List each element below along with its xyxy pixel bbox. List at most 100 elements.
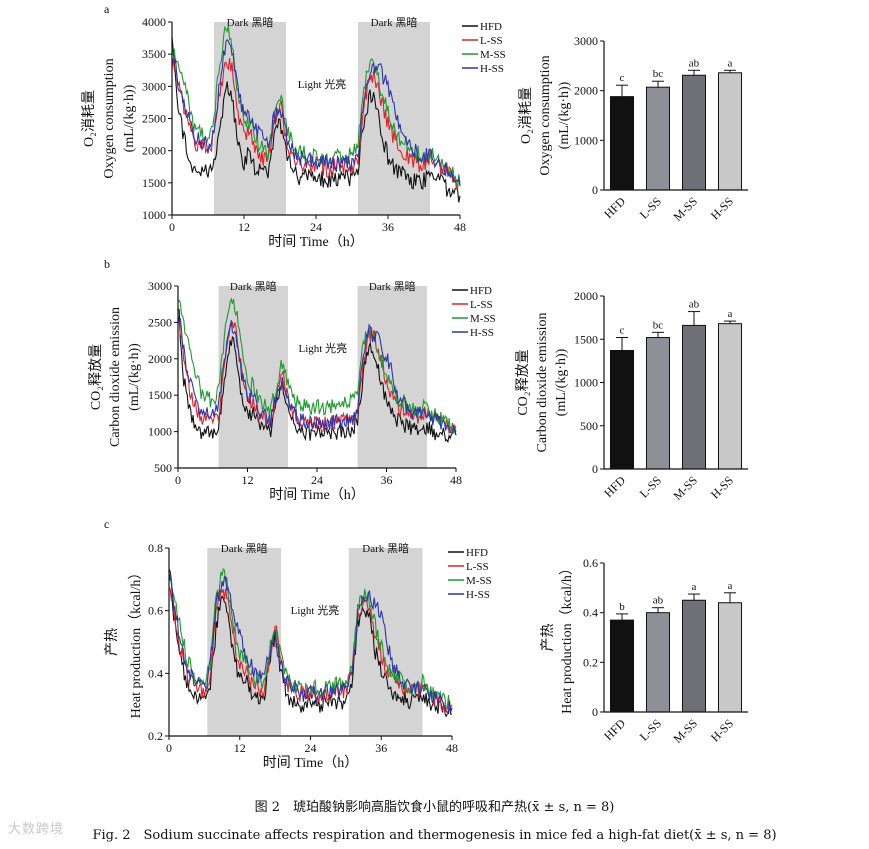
a-bar-y-label: (mL/(kg·h)) xyxy=(557,81,572,149)
a-bar-category-label: L-SS xyxy=(637,194,664,221)
b-bar-y-tick-label: 1000 xyxy=(574,376,598,390)
c-line-y-label: Heat production（kcal/h） xyxy=(128,566,144,719)
c-line-legend-label: M-SS xyxy=(466,575,492,587)
b-line-y-label: (mL/(kg·h)) xyxy=(127,343,142,411)
c-bar-category-label: HFD xyxy=(601,716,628,743)
a-bar-y-tick-label: 1000 xyxy=(574,133,598,147)
b-line-x-tick-label: 12 xyxy=(242,473,254,487)
c-bar-y-label: 产热 xyxy=(540,624,556,652)
c-bar-y-tick-label: 0.6 xyxy=(583,556,598,570)
b-bar-bar-l-ss xyxy=(645,337,671,470)
a-line-series-h-ss xyxy=(172,38,461,187)
b-line-dark-label: Dark 黑暗 xyxy=(230,279,277,293)
b-line-x-tick-label: 36 xyxy=(381,473,393,487)
b-line-y-tick-label: 500 xyxy=(154,461,172,475)
b-line-dark-region xyxy=(218,286,289,468)
a-bar-y-tick-label: 2000 xyxy=(574,84,598,98)
c-line-dark-label: Dark 黑暗 xyxy=(362,541,409,555)
a-bar-sig-letter: a xyxy=(728,57,733,69)
b-line-y-label: Carbon dioxide emission xyxy=(108,307,123,447)
b-bar-y-tick-label: 2000 xyxy=(574,289,598,303)
a-line-series-m-ss xyxy=(171,25,461,189)
c-line-dark-region xyxy=(207,548,282,736)
c-line-y-tick-label: 0.6 xyxy=(148,604,163,618)
b-line-y-tick-label: 2000 xyxy=(148,352,172,366)
b-line-series-m-ss xyxy=(177,297,457,435)
b-bar-y-tick-label: 500 xyxy=(580,419,598,433)
a-bar-y-tick-label: 3000 xyxy=(574,34,598,48)
c-bar-sig-letter: b xyxy=(619,601,625,613)
a-bar-sig-letter: c xyxy=(620,72,625,84)
b-bar-y-label: CO₂释放量 xyxy=(515,349,531,415)
a-line-y-tick-label: 1500 xyxy=(142,176,166,190)
c-bar-y-tick-label: 0.2 xyxy=(583,655,598,669)
b-bar-category-label: M-SS xyxy=(670,473,700,503)
b-bar-bar-h-ss xyxy=(717,323,743,470)
a-bar-bar-h-ss xyxy=(717,72,743,191)
a-bar-category-label: H-SS xyxy=(708,194,736,222)
a-line-x-label: 时间 Time（h） xyxy=(268,234,364,250)
b-line-x-label: 时间 Time（h） xyxy=(269,487,365,503)
b-line-legend-label: HFD xyxy=(470,285,492,297)
a-bar-y-label: Oxygen consumption xyxy=(538,55,553,175)
c-line-series-h-ss xyxy=(168,574,453,714)
a-line-chart: Dark 黑暗 Dark 黑暗 Light 光亮 1000 1500 2000 2500 30… xyxy=(81,15,506,250)
figure-caption-cn: 图 2 琥珀酸钠影响高脂饮食小鼠的呼吸和产热(x̄ ± s, n = 8) xyxy=(254,800,615,815)
a-line-y-tick-label: 1000 xyxy=(142,208,166,222)
c-line-y-tick-label: 0.8 xyxy=(148,541,163,555)
c-bar-bar-h-ss xyxy=(717,602,743,713)
a-line-y-label: (mL/(kg·h)) xyxy=(122,84,137,152)
a-bar-sig-letter: ab xyxy=(689,57,700,69)
c-line-legend-label: L-SS xyxy=(466,561,489,573)
a-line-y-label: Oxygen consumption xyxy=(102,58,117,178)
b-line-y-tick-label: 1500 xyxy=(148,388,172,402)
c-line-x-tick-label: 48 xyxy=(446,741,458,755)
c-line-y-tick-label: 0.2 xyxy=(148,729,163,743)
b-bar-category-label: L-SS xyxy=(637,473,664,500)
a-line-x-tick-label: 36 xyxy=(382,220,394,234)
b-bar-y-label: Carbon dioxide emission xyxy=(535,313,550,453)
a-line-dark-region xyxy=(358,22,430,215)
c-bar-bar-m-ss xyxy=(681,599,707,713)
c-line-x-tick-label: 12 xyxy=(234,741,246,755)
a-bar-bar-l-ss xyxy=(645,86,671,191)
c-line-x-tick-label: 36 xyxy=(375,741,387,755)
b-line-x-tick-label: 24 xyxy=(311,473,323,487)
b-line-legend-label: L-SS xyxy=(470,299,493,311)
a-bar-chart: c HFD bc L-SS ab M-SS a H-SS 0 1000 2000 3000 O₂消耗量 O… xyxy=(518,34,748,224)
a-line-y-tick-label: 3500 xyxy=(142,47,166,61)
b-line-y-label: CO₂释放量 xyxy=(88,344,104,410)
c-bar-y-tick-label: 0 xyxy=(592,705,598,719)
c-bar-sig-letter: a xyxy=(728,580,733,592)
b-bar-sig-letter: a xyxy=(728,308,733,320)
c-bar-y-tick-label: 0.4 xyxy=(583,606,598,620)
a-line-series-l-ss xyxy=(171,57,461,190)
c-line-chart: Dark 黑暗 Dark 黑暗 Light 光亮 0.2 0.4 0.6 0.8 0 12 24 3… xyxy=(104,541,492,771)
panel-letter-c: c xyxy=(104,517,109,531)
b-bar-category-label: HFD xyxy=(601,473,628,500)
c-line-dark-region xyxy=(348,548,423,736)
b-line-dark-label: Dark 黑暗 xyxy=(369,279,416,293)
a-line-series-hfd xyxy=(171,36,461,203)
a-bar-bar-hfd xyxy=(609,96,635,191)
b-bar-chart: c HFD bc L-SS ab M-SS a H-SS 0 500 1000 1500 2000 CO₂… xyxy=(515,289,748,503)
c-bar-chart: b HFD ab L-SS a M-SS a H-SS 0 0.2 0.4 0.6 产热 Heat pro… xyxy=(540,556,748,746)
c-bar-sig-letter: a xyxy=(692,581,697,593)
figure-canvas: a b c Dark 黑暗 Dark 黑暗 Light 光亮 1000 1500 2000… xyxy=(81,2,748,771)
b-line-y-tick-label: 3000 xyxy=(148,279,172,293)
c-line-dark-label: Dark 黑暗 xyxy=(221,541,268,555)
b-bar-sig-letter: ab xyxy=(689,299,700,311)
a-line-y-label: O₂消耗量 xyxy=(81,90,97,147)
b-line-x-tick-label: 48 xyxy=(450,473,462,487)
a-line-y-tick-label: 2500 xyxy=(142,112,166,126)
b-line-light-label: Light 光亮 xyxy=(298,341,347,355)
c-line-y-label: 产热 xyxy=(104,628,120,656)
b-line-legend-label: M-SS xyxy=(470,313,496,325)
b-bar-sig-letter: c xyxy=(620,325,625,337)
b-bar-bar-m-ss xyxy=(681,324,707,470)
a-line-legend-label: L-SS xyxy=(480,35,503,47)
c-line-y-tick-label: 0.4 xyxy=(148,666,163,680)
c-line-series-m-ss xyxy=(168,567,453,710)
a-bar-y-tick-label: 0 xyxy=(592,183,598,197)
b-bar-y-tick-label: 0 xyxy=(592,462,598,476)
